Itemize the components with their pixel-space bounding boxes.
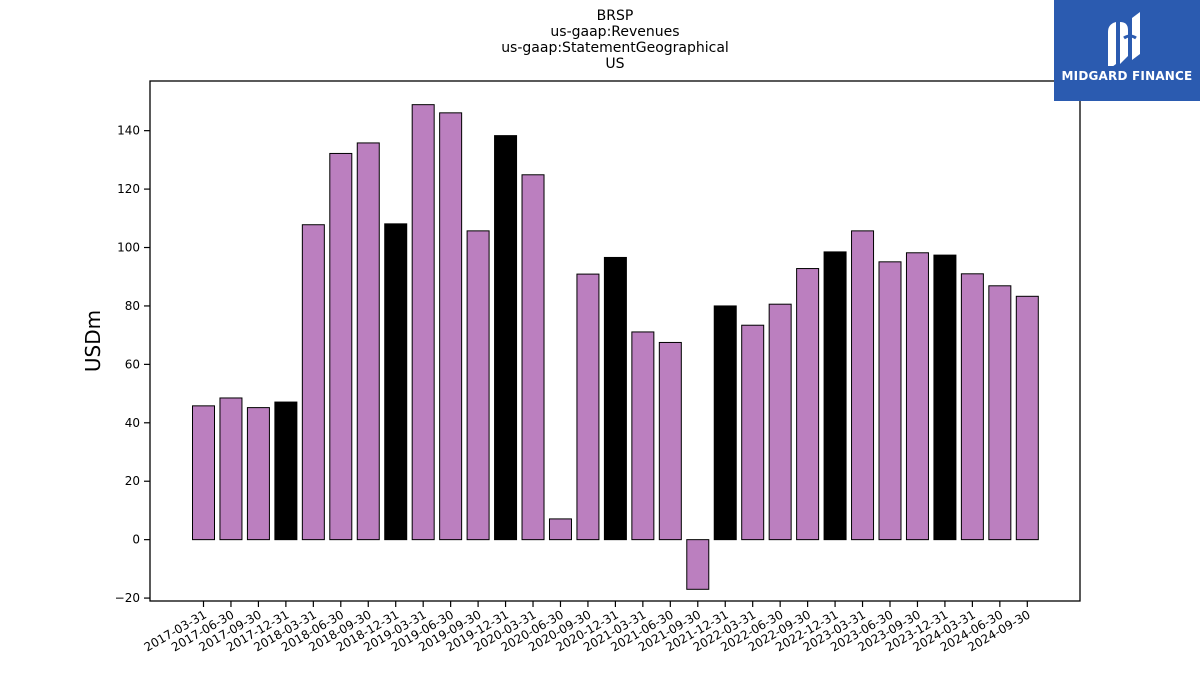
y-axis-label: USDm [81,310,105,372]
title-line-0: BRSP [597,8,634,24]
bar-2023-03-31 [851,230,875,541]
title-line-2: us-gaap:StatementGeographical [501,40,729,56]
bar-2020-03-31 [521,174,545,541]
bar-2024-09-30 [1015,295,1039,541]
bars [192,104,1039,590]
chart-title: BRSPus-gaap:Revenuesus-gaap:StatementGeo… [501,8,729,72]
logo-text: MIDGARD FINANCE [1061,69,1193,83]
bar-2021-03-31 [631,331,655,541]
bar-2017-12-31 [274,401,298,541]
midgard-logo-icon [1108,12,1140,66]
bar-2021-06-30 [658,341,682,541]
bar-2020-06-30 [548,518,572,541]
bar-2023-06-30 [878,261,902,541]
bar-2020-12-31 [603,256,627,541]
bar-2018-06-30 [329,152,353,541]
x-axis: 2017-03-312017-06-302017-09-302017-12-31… [142,601,1033,654]
y-axis: −20 0 20 40 60 80 100 120 140 [115,124,150,605]
bar-2017-06-30 [219,397,243,541]
bar-2017-09-30 [246,407,270,541]
bar-2022-09-30 [796,268,820,541]
y-tick-label: 60 [125,357,140,371]
y-tick-label: 20 [125,474,140,488]
title-line-3: US [605,56,624,72]
bar-2017-03-31 [192,405,215,541]
bar-2024-03-31 [960,273,984,541]
bar-2018-03-31 [301,224,325,541]
bar-2021-12-31 [713,305,737,541]
bar-2023-12-31 [933,254,957,541]
bar-2022-03-31 [741,324,765,541]
bar-2022-12-31 [823,251,847,541]
bar-2022-06-30 [768,303,792,541]
y-tick-label: 100 [117,241,140,255]
y-tick-label: 40 [125,416,140,430]
y-tick-label: 80 [125,299,140,313]
bar-2018-09-30 [356,142,380,541]
y-tick-label: 140 [117,124,140,138]
bar-2019-09-30 [466,230,490,541]
bar-2019-03-31 [411,104,435,541]
bar-2023-09-30 [905,252,929,541]
title-line-1: us-gaap:Revenues [550,24,679,40]
bar-2024-06-30 [988,285,1012,541]
bar-2019-06-30 [439,112,463,541]
bar-2019-12-31 [494,135,518,541]
y-tick-label: 120 [117,182,140,196]
bar-2021-09-30 [686,539,710,590]
bar-2020-09-30 [576,273,600,541]
y-tick-label: 0 [132,533,140,547]
y-tick-label: −20 [115,591,140,605]
midgard-finance-logo: MIDGARD FINANCE [1054,0,1200,101]
bar-2018-12-31 [384,223,408,541]
